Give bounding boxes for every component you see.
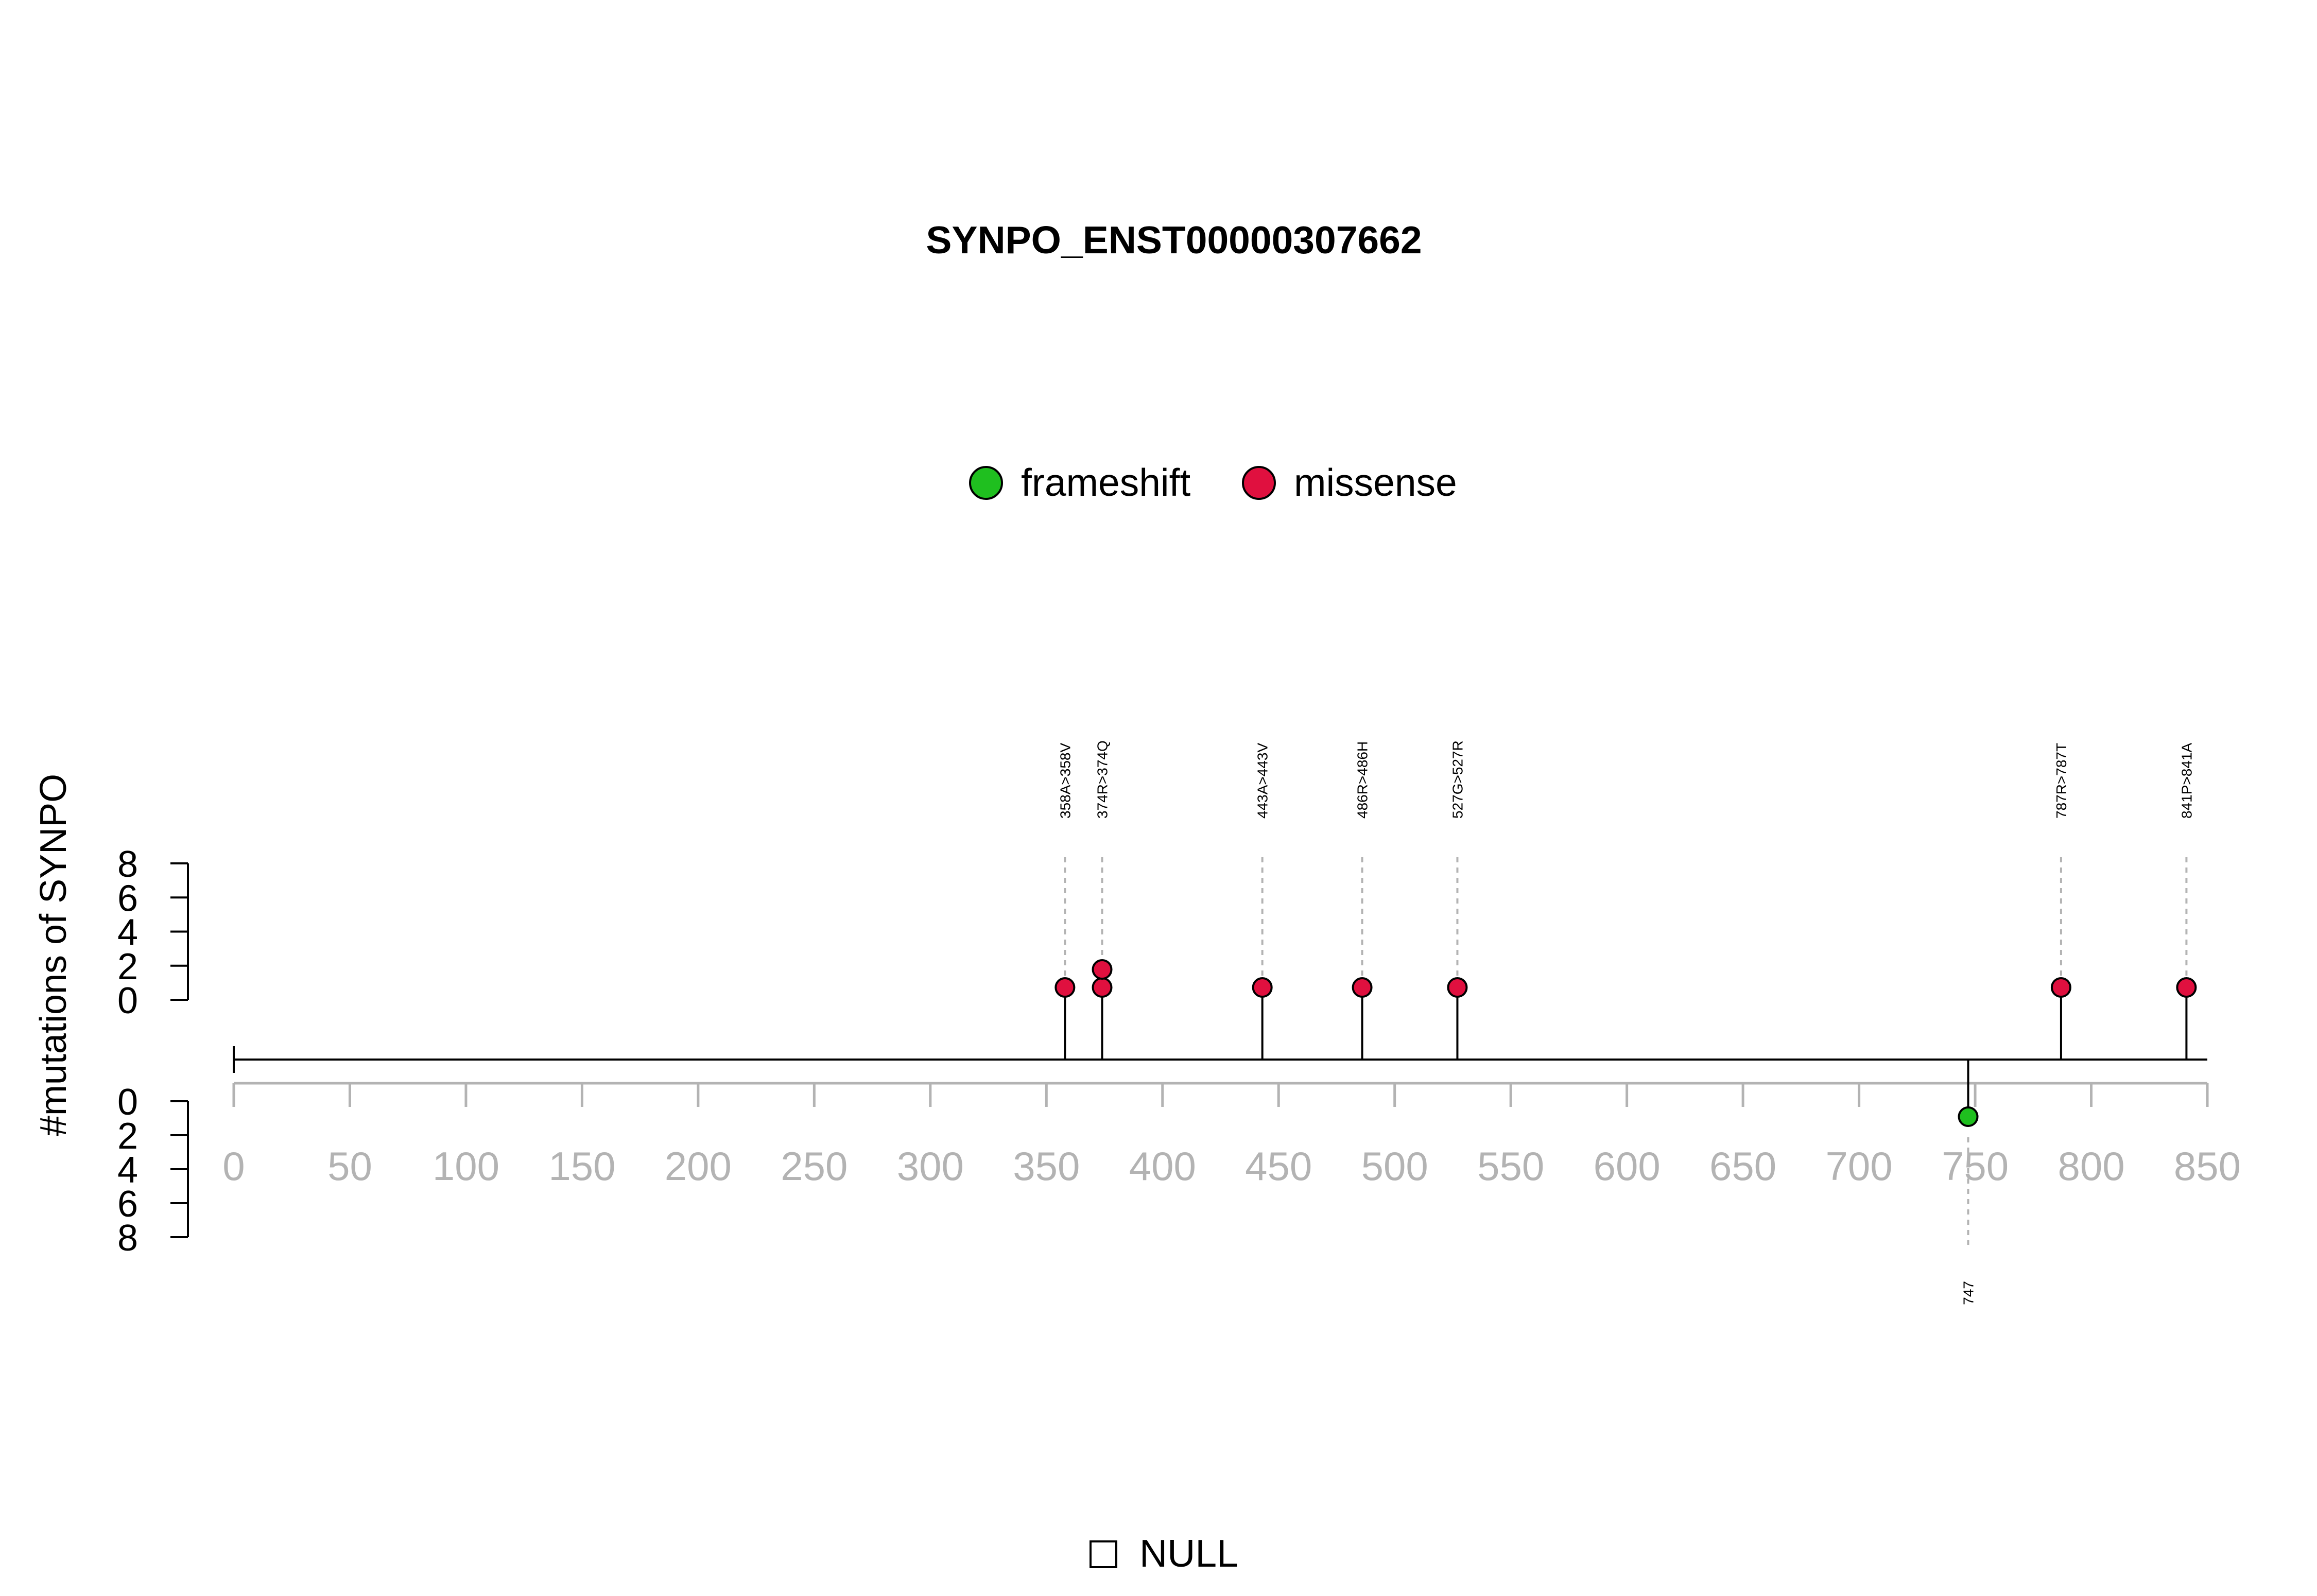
- x-tick-label-850: 850: [2174, 1143, 2241, 1189]
- y-top-tick-label-6: 6: [117, 878, 138, 919]
- mutation-point-358-1: [1054, 977, 1076, 998]
- y-top-tick-label-0: 0: [117, 980, 138, 1021]
- mutation-point-443-1: [1252, 977, 1273, 998]
- x-tick-label-350: 350: [1013, 1143, 1080, 1189]
- y-bottom-tick-label-4: 4: [117, 1150, 138, 1191]
- mutations-bottom: 747: [1958, 1060, 1979, 1305]
- legend: frameshift missense: [969, 461, 1457, 504]
- x-axis: 0 50 100 150 200 250 300 350 400 450 500 550 600 650 7…: [222, 1082, 2241, 1189]
- mutation-point-747: [1958, 1106, 1979, 1127]
- bottom-legend-box: [1090, 1540, 1117, 1568]
- x-tick-label-600: 600: [1594, 1143, 1661, 1189]
- mutation-point-486-1: [1352, 977, 1373, 998]
- mutation-label-787: 787R>787T: [2053, 743, 2069, 819]
- y-bottom-tick-label-0: 0: [117, 1082, 138, 1123]
- x-tick-label-450: 450: [1245, 1143, 1312, 1189]
- mutations-top: 358A>358V 374R>374Q 443A>443V 486R>486H 527G…: [1054, 740, 2197, 1060]
- mutation-point-841-1: [2176, 977, 2197, 998]
- x-tick-label-300: 300: [897, 1143, 964, 1189]
- y-bottom-tick-label-8: 8: [117, 1218, 138, 1259]
- y-top-tick-label-8: 8: [117, 844, 138, 885]
- x-tick-label-700: 700: [1826, 1143, 1893, 1189]
- legend-marker-missense: [1242, 466, 1276, 500]
- mutation-point-527-1: [1447, 977, 1468, 998]
- bottom-legend: NULL: [1090, 1532, 1238, 1575]
- protein-backbone: [233, 1046, 2207, 1073]
- mutation-label-747: 747: [1961, 1281, 1977, 1305]
- x-tick-label-50: 50: [327, 1143, 372, 1189]
- y-bottom-tick-label-6: 6: [117, 1184, 138, 1225]
- x-tick-label-650: 650: [1709, 1143, 1776, 1189]
- mutation-label-358: 358A>358V: [1057, 743, 1073, 819]
- bottom-legend-label: NULL: [1139, 1532, 1238, 1575]
- y-axis-label: #mutations of SYNPO: [33, 774, 74, 1136]
- mutation-label-486: 486R>486H: [1355, 741, 1371, 819]
- mutation-label-374: 374R>374Q: [1095, 740, 1111, 819]
- mutation-point-787-1: [2050, 977, 2071, 998]
- y-top-tick-label-4: 4: [117, 912, 138, 953]
- y-top-tick-label-2: 2: [117, 946, 138, 987]
- x-tick-label-750: 750: [1942, 1143, 2009, 1189]
- legend-label-frameshift: frameshift: [1021, 461, 1190, 504]
- mutation-label-527: 527G>527R: [1449, 740, 1465, 819]
- x-tick-label-800: 800: [2057, 1143, 2124, 1189]
- x-tick-label-250: 250: [781, 1143, 848, 1189]
- chart-title: SYNPO_ENST00000307662: [926, 218, 1422, 262]
- mutation-point-374-1: [1092, 977, 1113, 998]
- x-tick-label-100: 100: [433, 1143, 499, 1189]
- legend-marker-frameshift: [969, 466, 1003, 500]
- mutation-label-841: 841P>841A: [2178, 743, 2194, 819]
- x-tick-label-150: 150: [548, 1143, 615, 1189]
- x-tick-label-550: 550: [1477, 1143, 1544, 1189]
- legend-label-missense: missense: [1294, 461, 1457, 504]
- y-bottom-tick-label-2: 2: [117, 1116, 138, 1157]
- x-tick-label-200: 200: [665, 1143, 732, 1189]
- x-tick-label-500: 500: [1361, 1143, 1428, 1189]
- mutation-label-443: 443A>443V: [1255, 743, 1271, 819]
- mutation-point-374-2: [1092, 959, 1113, 980]
- x-tick-label-400: 400: [1129, 1143, 1196, 1189]
- x-tick-label-0: 0: [222, 1143, 245, 1189]
